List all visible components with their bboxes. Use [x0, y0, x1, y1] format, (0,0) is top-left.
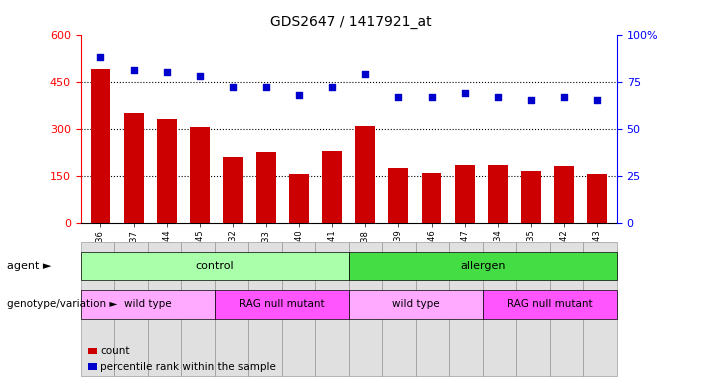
- Bar: [455, 165, 475, 223]
- Bar: [322, 151, 342, 223]
- Point: [426, 94, 437, 100]
- Text: genotype/variation ►: genotype/variation ►: [7, 299, 117, 310]
- Point: [558, 94, 569, 100]
- Text: RAG null mutant: RAG null mutant: [507, 299, 592, 310]
- Point: [294, 92, 305, 98]
- Text: control: control: [196, 261, 234, 271]
- Point: [194, 73, 205, 79]
- Bar: [290, 174, 309, 223]
- Point: [128, 67, 139, 73]
- Bar: [123, 113, 144, 223]
- Point: [492, 94, 503, 100]
- Text: wild type: wild type: [392, 299, 440, 310]
- Point: [95, 54, 106, 60]
- Bar: [157, 119, 177, 223]
- Bar: [554, 166, 574, 223]
- Text: wild type: wild type: [124, 299, 172, 310]
- Bar: [90, 69, 111, 223]
- Point: [592, 98, 603, 104]
- Point: [360, 71, 371, 77]
- Text: count: count: [100, 346, 130, 356]
- Bar: [421, 172, 442, 223]
- Point: [227, 84, 238, 90]
- Bar: [256, 152, 276, 223]
- Point: [260, 84, 271, 90]
- Text: agent ►: agent ►: [7, 261, 51, 271]
- Bar: [488, 165, 508, 223]
- Point: [525, 98, 536, 104]
- Bar: [190, 127, 210, 223]
- Text: GDS2647 / 1417921_at: GDS2647 / 1417921_at: [270, 15, 431, 29]
- Text: percentile rank within the sample: percentile rank within the sample: [100, 362, 276, 372]
- Text: RAG null mutant: RAG null mutant: [239, 299, 325, 310]
- Bar: [388, 168, 408, 223]
- Bar: [355, 126, 375, 223]
- Point: [161, 69, 172, 75]
- Bar: [521, 171, 540, 223]
- Point: [393, 94, 404, 100]
- Point: [327, 84, 338, 90]
- Bar: [223, 157, 243, 223]
- Bar: [587, 174, 607, 223]
- Text: allergen: allergen: [460, 261, 505, 271]
- Point: [459, 90, 470, 96]
